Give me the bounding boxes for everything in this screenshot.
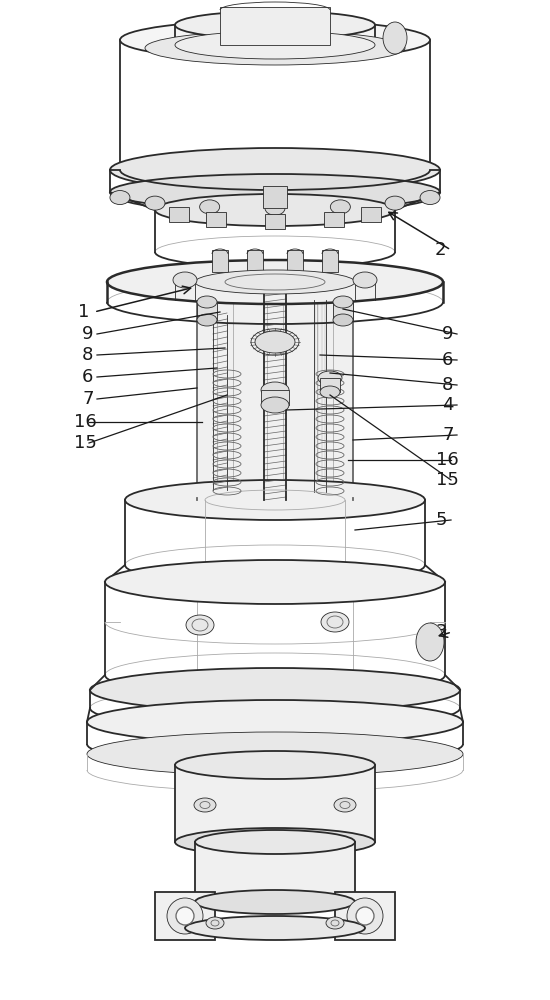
Bar	[212, 250, 228, 272]
Bar	[195, 842, 355, 902]
Bar	[361, 207, 381, 222]
Ellipse shape	[265, 201, 285, 215]
Ellipse shape	[125, 480, 425, 520]
Ellipse shape	[200, 200, 219, 214]
Bar	[265, 214, 285, 229]
Ellipse shape	[145, 196, 165, 210]
Bar	[333, 302, 353, 320]
Bar	[169, 207, 189, 222]
Ellipse shape	[261, 382, 289, 398]
Text: 6: 6	[442, 351, 453, 369]
Ellipse shape	[347, 898, 383, 934]
Ellipse shape	[383, 22, 407, 54]
Bar	[247, 250, 263, 272]
Ellipse shape	[420, 191, 440, 205]
Text: 8: 8	[82, 346, 94, 364]
Text: 15: 15	[74, 434, 97, 452]
Text: 4: 4	[442, 396, 454, 414]
Ellipse shape	[110, 191, 130, 205]
Ellipse shape	[107, 260, 443, 304]
Bar	[197, 302, 217, 320]
Text: 8: 8	[442, 376, 453, 394]
Ellipse shape	[175, 828, 375, 856]
Ellipse shape	[416, 623, 444, 661]
Ellipse shape	[334, 798, 356, 812]
Polygon shape	[155, 892, 215, 940]
Polygon shape	[335, 892, 395, 940]
Text: 7: 7	[82, 390, 94, 408]
Ellipse shape	[320, 386, 340, 398]
Polygon shape	[197, 282, 353, 498]
Ellipse shape	[90, 668, 460, 712]
Ellipse shape	[87, 732, 463, 776]
Ellipse shape	[197, 296, 217, 308]
Bar	[261, 390, 289, 405]
Text: 9: 9	[82, 325, 94, 343]
Ellipse shape	[195, 830, 355, 854]
Ellipse shape	[173, 272, 197, 288]
Ellipse shape	[195, 270, 355, 294]
Ellipse shape	[197, 314, 217, 326]
Ellipse shape	[145, 31, 405, 65]
Ellipse shape	[176, 907, 194, 925]
Text: 15: 15	[436, 471, 459, 489]
Ellipse shape	[206, 917, 224, 929]
Ellipse shape	[356, 907, 374, 925]
Ellipse shape	[318, 371, 342, 385]
Text: 16: 16	[74, 413, 97, 431]
Bar	[322, 250, 338, 272]
Ellipse shape	[120, 20, 430, 60]
Ellipse shape	[186, 615, 214, 635]
Text: 3: 3	[436, 623, 448, 641]
Ellipse shape	[261, 397, 289, 413]
Ellipse shape	[155, 194, 395, 226]
Ellipse shape	[110, 174, 440, 210]
Bar	[206, 212, 227, 227]
Text: 2: 2	[435, 241, 447, 259]
Ellipse shape	[175, 11, 375, 39]
Text: 9: 9	[442, 325, 454, 343]
Ellipse shape	[185, 916, 365, 940]
Ellipse shape	[353, 272, 377, 288]
Ellipse shape	[326, 917, 344, 929]
Text: 7: 7	[442, 426, 454, 444]
Ellipse shape	[333, 296, 353, 308]
Polygon shape	[175, 765, 375, 842]
Ellipse shape	[321, 612, 349, 632]
Ellipse shape	[167, 898, 203, 934]
Ellipse shape	[105, 560, 445, 604]
Ellipse shape	[110, 148, 440, 192]
Ellipse shape	[175, 31, 375, 59]
Ellipse shape	[385, 196, 405, 210]
Text: 1: 1	[78, 303, 89, 321]
Bar	[320, 378, 340, 392]
Text: 6: 6	[82, 368, 94, 386]
Ellipse shape	[333, 314, 353, 326]
Text: 5: 5	[436, 511, 448, 529]
Ellipse shape	[87, 700, 463, 744]
Ellipse shape	[331, 200, 350, 214]
Bar	[323, 212, 344, 227]
Ellipse shape	[255, 331, 295, 353]
Bar	[263, 186, 287, 208]
Ellipse shape	[195, 890, 355, 914]
Text: 16: 16	[436, 451, 459, 469]
Bar	[287, 250, 303, 272]
Ellipse shape	[175, 751, 375, 779]
Bar	[220, 7, 330, 45]
Ellipse shape	[194, 798, 216, 812]
